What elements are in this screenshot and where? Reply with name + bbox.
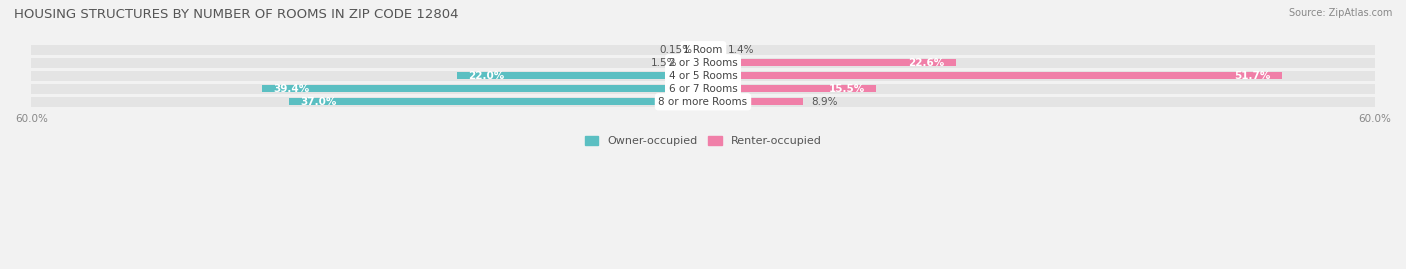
Bar [31,71,1375,81]
Text: 1.4%: 1.4% [728,45,754,55]
Bar [702,46,703,53]
Bar [31,84,1375,94]
Text: 15.5%: 15.5% [830,84,865,94]
Text: 8 or more Rooms: 8 or more Rooms [658,97,748,107]
Text: 1.5%: 1.5% [651,58,678,68]
Bar [703,72,1282,79]
Bar [31,45,1375,55]
Text: 0.15%: 0.15% [659,45,692,55]
Bar [703,85,876,92]
Text: Source: ZipAtlas.com: Source: ZipAtlas.com [1288,8,1392,18]
Bar [288,98,703,105]
Text: 8.9%: 8.9% [811,97,838,107]
Bar [31,58,1375,68]
Bar [262,85,703,92]
Text: 1 Room: 1 Room [683,45,723,55]
Bar [703,59,956,66]
Bar [703,46,718,53]
Bar [703,98,803,105]
Text: 4 or 5 Rooms: 4 or 5 Rooms [669,71,737,81]
Bar [686,59,703,66]
Text: 37.0%: 37.0% [299,97,336,107]
Bar [457,72,703,79]
Text: 51.7%: 51.7% [1234,71,1271,81]
Text: 22.6%: 22.6% [908,58,945,68]
Text: 39.4%: 39.4% [273,84,309,94]
Text: HOUSING STRUCTURES BY NUMBER OF ROOMS IN ZIP CODE 12804: HOUSING STRUCTURES BY NUMBER OF ROOMS IN… [14,8,458,21]
Text: 22.0%: 22.0% [468,71,505,81]
Text: 2 or 3 Rooms: 2 or 3 Rooms [669,58,737,68]
Bar [31,97,1375,107]
Text: 6 or 7 Rooms: 6 or 7 Rooms [669,84,737,94]
Legend: Owner-occupied, Renter-occupied: Owner-occupied, Renter-occupied [585,136,821,146]
